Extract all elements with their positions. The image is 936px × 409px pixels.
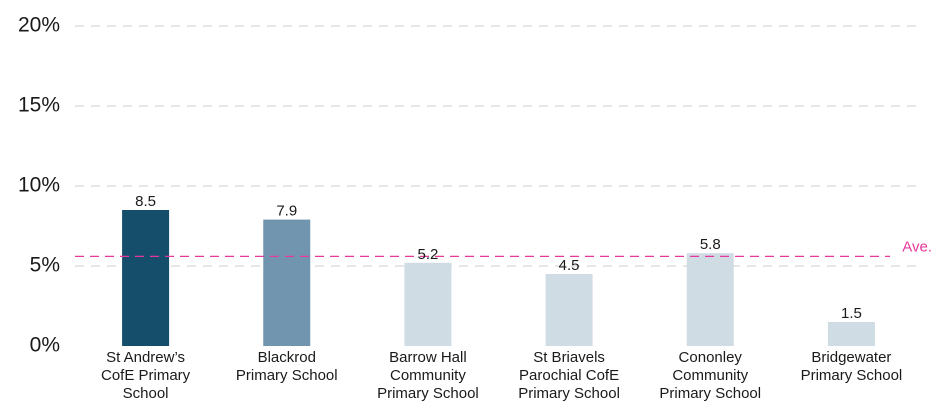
data-label: 5.8: [700, 236, 721, 253]
data-label: 4.5: [559, 257, 580, 274]
average-line-group: Ave.: [75, 238, 932, 258]
x-tick-label-line: Community: [672, 367, 748, 384]
y-axis-tick-labels: 0% 5% 10% 15% 20%: [18, 14, 60, 357]
average-label: Ave.: [902, 238, 932, 255]
bar: [263, 219, 311, 346]
y-tick-label: 20%: [18, 14, 60, 37]
bar: [686, 253, 734, 346]
x-tick-label: St Briavels Parochial CofE Primary School: [518, 349, 620, 402]
x-tick-label-line: Bridgewater: [811, 349, 891, 366]
x-tick-label-line: Primary School: [377, 385, 479, 402]
x-tick-label: Cononley Community Primary School: [659, 349, 761, 402]
data-labels: 8.5 7.9 5.2 4.5 5.8 1.5: [135, 193, 862, 322]
data-label: 5.2: [417, 246, 438, 263]
bar: [827, 322, 875, 346]
x-tick-label: Barrow Hall Community Primary School: [377, 349, 479, 402]
data-label: 8.5: [135, 193, 156, 210]
y-tick-label: 15%: [18, 94, 60, 117]
x-tick-label-line: Cononley: [679, 349, 743, 366]
x-tick-label: St Andrew’s CofE Primary School: [101, 349, 191, 402]
y-tick-label: 0%: [30, 334, 60, 357]
bar: [122, 210, 170, 346]
x-tick-label-line: Community: [390, 367, 466, 384]
x-tick-label-line: St Andrew’s: [106, 349, 185, 366]
x-tick-label: Bridgewater Primary School: [801, 349, 903, 384]
data-label: 1.5: [841, 305, 862, 322]
y-tick-label: 5%: [30, 254, 60, 277]
bar: [404, 262, 452, 346]
x-tick-label-line: Blackrod: [258, 349, 316, 366]
y-tick-label: 10%: [18, 174, 60, 197]
x-tick-label-line: Barrow Hall: [389, 349, 467, 366]
x-tick-label-line: Primary School: [801, 367, 903, 384]
x-tick-label-line: Primary School: [236, 367, 338, 384]
x-tick-label-line: CofE Primary: [101, 367, 191, 384]
x-tick-label-line: St Briavels: [533, 349, 605, 366]
data-label: 7.9: [276, 203, 297, 220]
x-tick-label-line: Parochial CofE: [519, 367, 619, 384]
x-tick-label-line: Primary School: [659, 385, 761, 402]
x-tick-label-line: Primary School: [518, 385, 620, 402]
x-tick-label-line: School: [123, 385, 169, 402]
x-tick-label: Blackrod Primary School: [236, 349, 338, 384]
gridlines: [75, 25, 922, 267]
bars: [122, 210, 875, 346]
bar: [545, 274, 593, 346]
